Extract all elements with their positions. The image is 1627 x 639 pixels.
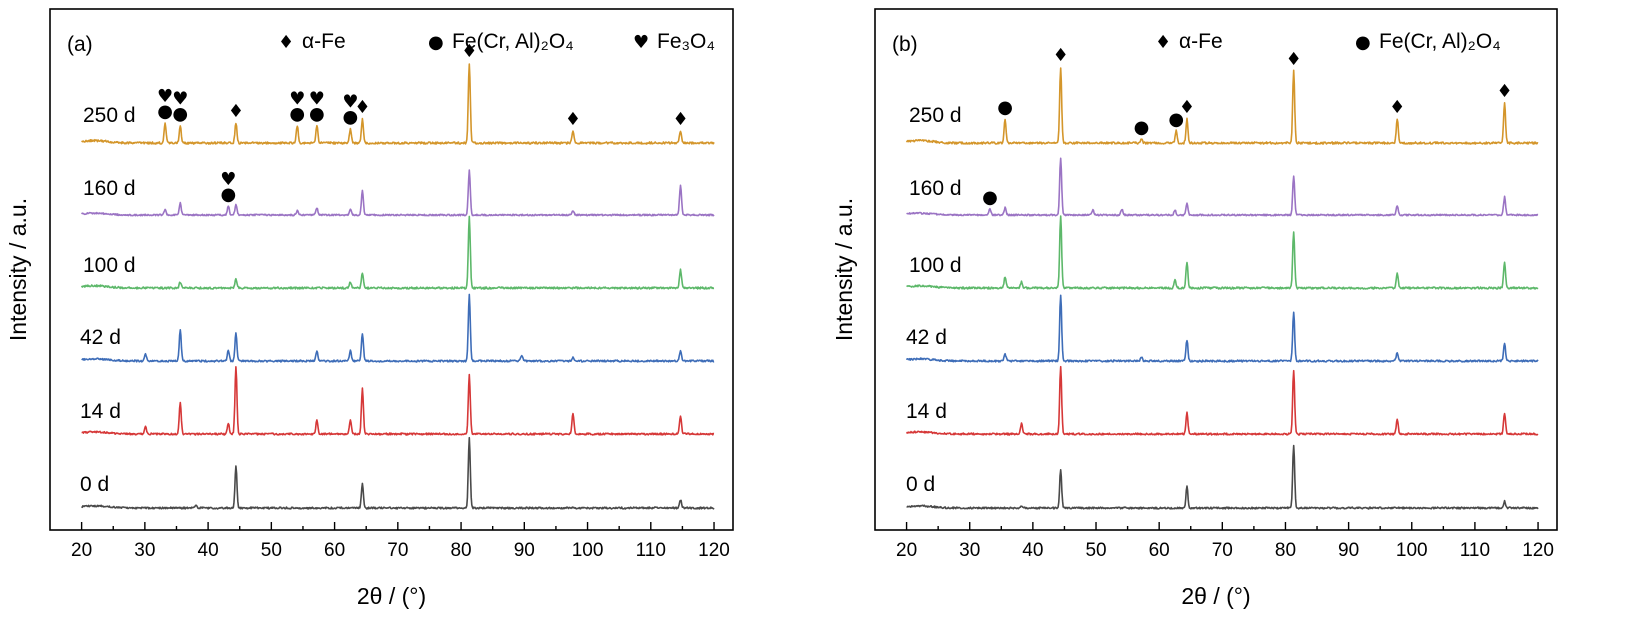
x-tick-label: 40 [1022, 540, 1043, 561]
legend-entry: Fe(Cr, Al)₂O₄ [452, 30, 574, 53]
plot-frame [49, 8, 734, 531]
spinel-marker: ● [343, 107, 359, 128]
alpha-fe-marker: ♦ [1497, 81, 1513, 102]
x-tick-label: 20 [896, 540, 917, 561]
x-tick-label: 120 [698, 540, 730, 561]
magnetite-marker: ♥ [220, 169, 236, 190]
series-label: 250 d [909, 104, 962, 127]
legend-symbol: ♦ [1155, 32, 1171, 53]
spinel-marker: ● [289, 103, 305, 124]
x-tick-label: 70 [387, 540, 408, 561]
x-tick-label: 30 [959, 540, 980, 561]
x-tick-label: 100 [1396, 540, 1428, 561]
x-tick-label: 40 [198, 540, 219, 561]
series-line [905, 67, 1539, 145]
series-label: 42 d [906, 326, 947, 349]
x-tick-label: 90 [514, 540, 535, 561]
legend-entry: Fe₃O₄ [657, 30, 715, 53]
spinel-marker: ● [1134, 117, 1150, 138]
series-label: 42 d [80, 326, 121, 349]
spinel-marker: ● [1168, 109, 1184, 130]
series-label: 0 d [80, 473, 109, 496]
series-line [906, 157, 1539, 217]
xrd-panel-a: 20 30 40 50 60 70 80 90 100 110 120 2θ / (°) Intensi… [5, 8, 734, 609]
magnetite-marker: ♥ [309, 88, 325, 109]
series-line [905, 365, 1539, 436]
legend-symbol: ♦ [278, 32, 294, 53]
x-tick-label: 70 [1212, 540, 1233, 561]
alpha-fe-marker: ♦ [1179, 97, 1195, 118]
alpha-fe-marker: ♦ [1053, 45, 1069, 66]
magnetite-marker: ♥ [157, 86, 173, 107]
panel-label: (b) [892, 33, 918, 56]
series-label: 14 d [80, 400, 121, 423]
series-label: 250 d [83, 104, 136, 127]
alpha-fe-marker: ♦ [1389, 97, 1405, 118]
plot-frame [874, 8, 1558, 531]
series-line [80, 169, 715, 217]
series-line [80, 436, 715, 510]
x-tick-label: 100 [572, 540, 604, 561]
series-line [906, 215, 1539, 290]
panel-label: (a) [67, 33, 93, 56]
series-line [80, 215, 715, 290]
series-line [81, 293, 715, 363]
y-axis-label: Intensity / a.u. [5, 198, 31, 341]
spinel-marker: ● [997, 97, 1013, 118]
series-line [81, 365, 715, 436]
series-label: 160 d [83, 177, 136, 200]
magnetite-marker: ♥ [342, 92, 358, 113]
series-line [81, 63, 715, 145]
alpha-fe-marker: ♦ [1286, 49, 1302, 70]
series-label: 100 d [909, 254, 962, 277]
xrd-panel-b: 20 30 40 50 60 70 80 90 100 110 120 2θ / (°) Intensi… [831, 8, 1558, 609]
alpha-fe-marker: ♦ [354, 97, 370, 118]
legend-symbol: ♥ [633, 32, 649, 53]
x-tick-label: 120 [1522, 540, 1554, 561]
series-line [905, 294, 1539, 363]
x-tick-label: 110 [1460, 540, 1490, 561]
x-tick-label: 110 [636, 540, 666, 561]
x-tick-label: 60 [324, 540, 345, 561]
spinel-marker: ● [172, 103, 188, 124]
legend-entry: Fe(Cr, Al)₂O₄ [1379, 30, 1501, 53]
legend-symbol: ● [1355, 32, 1371, 53]
y-axis-label: Intensity / a.u. [831, 198, 857, 341]
alpha-fe-marker: ♦ [672, 109, 688, 130]
series-line [906, 444, 1539, 510]
alpha-fe-marker: ♦ [565, 109, 581, 130]
spinel-marker: ● [982, 187, 998, 208]
series-label: 160 d [909, 177, 962, 200]
x-tick-label: 60 [1149, 540, 1170, 561]
alpha-fe-marker: ♦ [461, 41, 477, 62]
x-tick-label: 20 [71, 540, 92, 561]
legend-entry: α-Fe [1179, 30, 1223, 53]
alpha-fe-marker: ♦ [228, 101, 244, 122]
series-label: 0 d [906, 473, 935, 496]
series-label: 14 d [906, 400, 947, 423]
legend-entry: α-Fe [302, 30, 346, 53]
x-tick-label: 80 [1275, 540, 1296, 561]
x-tick-label: 50 [1085, 540, 1106, 561]
spinel-marker: ● [157, 101, 173, 122]
x-tick-label: 90 [1338, 540, 1359, 561]
series-label: 100 d [83, 254, 136, 277]
spinel-marker: ● [309, 103, 325, 124]
x-axis-label: 2θ / (°) [357, 583, 426, 609]
x-axis-label: 2θ / (°) [1181, 583, 1250, 609]
x-tick-label: 80 [450, 540, 471, 561]
legend-symbol: ● [428, 32, 444, 53]
magnetite-marker: ♥ [289, 88, 305, 109]
spinel-marker: ● [220, 184, 236, 205]
x-tick-label: 50 [261, 540, 282, 561]
x-tick-label: 30 [134, 540, 155, 561]
magnetite-marker: ♥ [172, 88, 188, 109]
